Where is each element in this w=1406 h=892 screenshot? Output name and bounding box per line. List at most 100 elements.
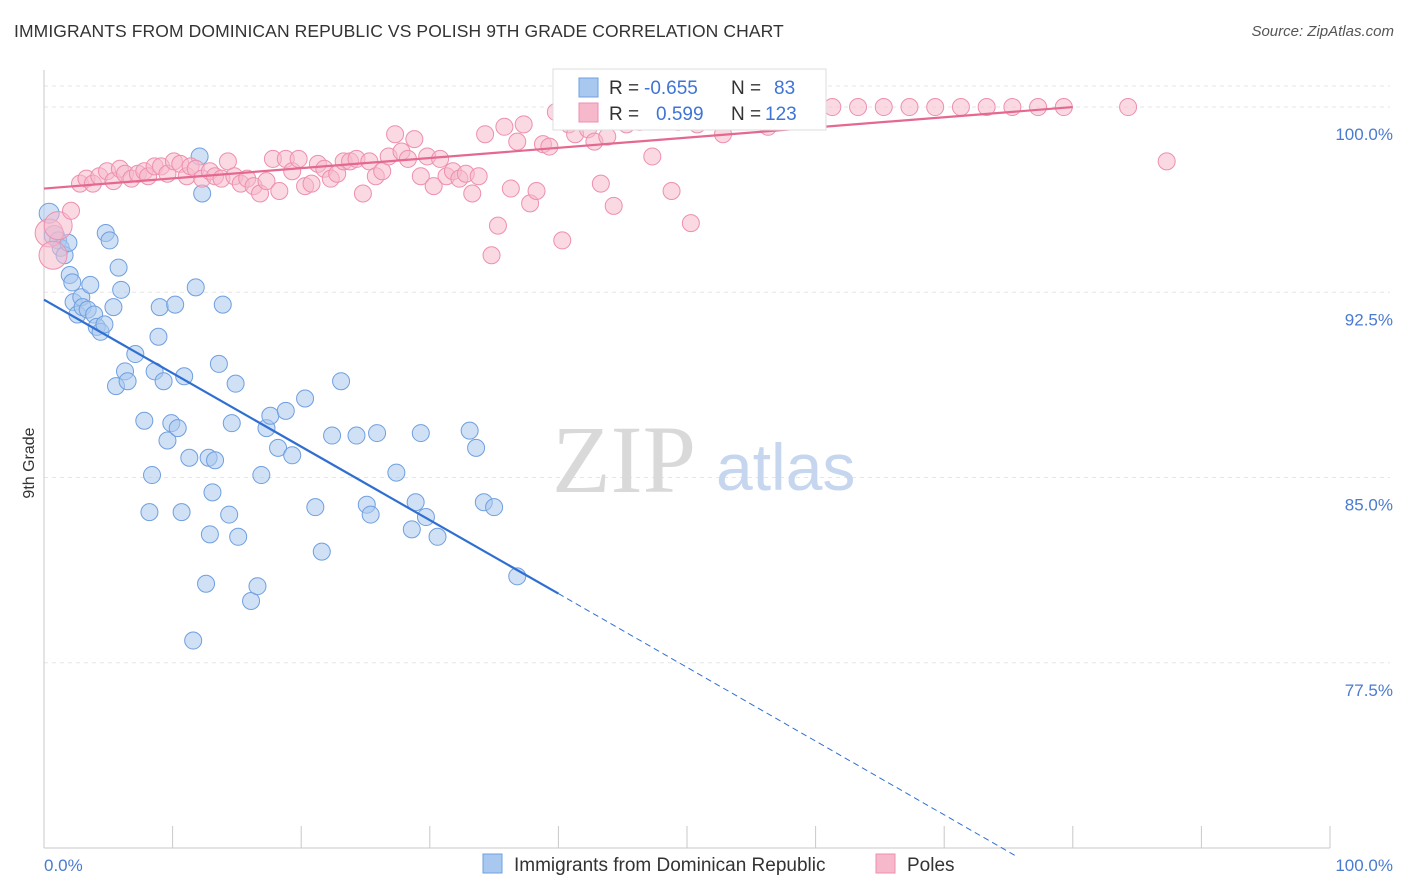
dominican-point-33 <box>154 372 173 391</box>
poles-point-3 <box>62 201 81 220</box>
watermark-atlas: atlas <box>716 430 855 504</box>
poles-point-41 <box>302 174 321 193</box>
dominican-point-65 <box>306 498 325 517</box>
poles-point-78 <box>540 137 559 156</box>
dominican-point-38 <box>175 367 194 386</box>
y-axis-title: 9th Grade <box>21 427 38 498</box>
legend-swatch-poles <box>875 853 896 874</box>
dominican-point-32 <box>150 298 169 317</box>
stats-swatch-pink <box>578 102 599 123</box>
poles-point-120 <box>681 214 700 233</box>
poles-point-71 <box>495 117 514 136</box>
dominican-point-27 <box>135 411 154 430</box>
bottom-legend: Immigrants from Dominican Republic Poles <box>482 853 955 876</box>
dominican-point-7 <box>63 273 82 292</box>
stats-r-label-blue: R = <box>609 78 639 99</box>
poles-point-34 <box>257 172 276 191</box>
dominican-point-74 <box>402 520 421 539</box>
stats-n-value-pink: 123 <box>765 104 797 125</box>
dominican-point-28 <box>140 503 159 522</box>
series-dominican-points <box>38 147 527 650</box>
stats-n-label-pink: N = <box>731 104 761 125</box>
dominican-point-73 <box>387 463 406 482</box>
legend-label-dominican: Immigrants from Dominican Republic <box>514 855 826 876</box>
stats-n-value-blue: 83 <box>774 78 795 99</box>
dominican-point-69 <box>347 426 366 445</box>
dominican-point-58 <box>252 466 271 485</box>
x-tick-labels: 0.0% 100.0% <box>44 856 1393 875</box>
legend-label-poles: Poles <box>907 855 955 876</box>
poles-point-28 <box>218 152 237 171</box>
poles-point-39 <box>289 149 308 168</box>
dominican-point-61 <box>269 438 288 457</box>
dominican-point-78 <box>428 527 447 546</box>
dominican-point-67 <box>323 426 342 445</box>
dominican-point-39 <box>172 503 191 522</box>
dominican-point-34 <box>158 431 177 450</box>
dominican-point-49 <box>206 451 225 470</box>
stats-legend: R = -0.655 N = 83 R = 0.599 N = 123 <box>552 68 827 131</box>
dominican-point-55 <box>229 527 248 546</box>
dominican-point-22 <box>112 280 131 299</box>
poles-point-110 <box>874 98 893 117</box>
dominican-point-37 <box>168 419 187 438</box>
dominican-point-76 <box>411 424 430 443</box>
dominican-point-45 <box>197 574 216 593</box>
stats-swatch-blue <box>578 77 599 98</box>
poles-point-68 <box>476 125 495 144</box>
poles-point-49 <box>353 184 372 203</box>
dominican-point-64 <box>296 389 315 408</box>
dominican-point-19 <box>100 231 119 250</box>
dominican-point-75 <box>406 493 425 512</box>
poles-point-80 <box>553 231 572 250</box>
dominican-point-80 <box>467 438 486 457</box>
poles-point-94 <box>643 147 662 166</box>
y-tick-label-0: 77.5% <box>1345 681 1393 700</box>
poles-point-58 <box>411 167 430 186</box>
poles-point-114 <box>977 98 996 117</box>
poles-point-69 <box>482 246 501 265</box>
dominican-point-62 <box>276 401 295 420</box>
dominican-point-57 <box>248 577 267 596</box>
dominican-point-66 <box>312 542 331 561</box>
poles-point-73 <box>508 132 527 151</box>
poles-point-57 <box>405 130 424 149</box>
dominican-point-71 <box>361 505 380 524</box>
dominican-point-29 <box>143 466 162 485</box>
dominican-point-54 <box>226 374 245 393</box>
dominican-point-21 <box>109 258 128 277</box>
dominican-point-82 <box>485 498 504 517</box>
trend-line-poles <box>43 105 1073 190</box>
y-tick-label-1: 85.0% <box>1345 496 1393 515</box>
dominican-point-48 <box>203 483 222 502</box>
poles-point-86 <box>591 174 610 193</box>
y-tick-labels: 77.5% 85.0% 92.5% 100.0% <box>1335 125 1393 700</box>
dominican-point-68 <box>332 372 351 391</box>
legend-swatch-dominican <box>482 853 503 874</box>
dominican-point-42 <box>186 278 205 297</box>
stats-r-value-pink: 0.599 <box>656 104 704 125</box>
x-tick-label-1: 100.0% <box>1335 856 1393 875</box>
dominican-point-20 <box>104 298 123 317</box>
chart-source: Source: ZipAtlas.com <box>1251 23 1394 40</box>
dominican-point-25 <box>118 372 137 391</box>
dominican-point-52 <box>220 505 239 524</box>
poles-point-1 <box>38 240 68 270</box>
dominican-point-56 <box>242 592 261 611</box>
poles-point-72 <box>501 179 520 198</box>
dominican-point-79 <box>460 421 479 440</box>
poles-point-54 <box>386 125 405 144</box>
dominican-point-31 <box>149 327 168 346</box>
poles-point-112 <box>926 98 945 117</box>
trend-line-dominican-extension <box>558 593 1016 856</box>
trend-lines <box>43 105 1073 856</box>
poles-point-111 <box>900 98 919 117</box>
dominican-point-72 <box>368 424 387 443</box>
dominican-point-36 <box>166 295 185 314</box>
stats-n-label-blue: N = <box>731 78 761 99</box>
dominican-point-51 <box>213 295 232 314</box>
poles-point-60 <box>424 177 443 196</box>
dominican-point-50 <box>209 354 228 373</box>
dominican-point-40 <box>180 448 199 467</box>
